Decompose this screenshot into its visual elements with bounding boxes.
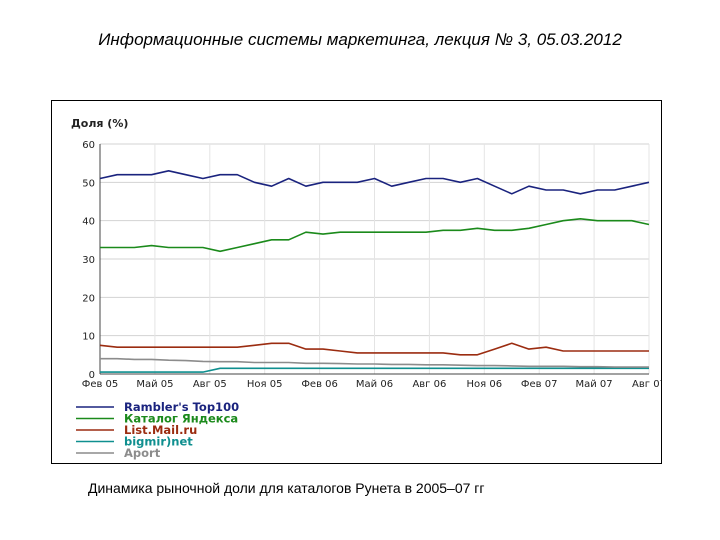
slide-title: Информационные системы маркетинга, лекци…: [98, 30, 622, 49]
x-tick-label: Авг 06: [412, 379, 446, 390]
series-line: [99, 342, 649, 356]
x-tick-labels: Фев 05 Май 05 Авг 05 Ноя 05 Фев 06 Май 06 Авг …: [82, 379, 661, 390]
y-tick-label: 60: [82, 140, 95, 151]
series-line: [99, 170, 650, 195]
chart-caption: Динамика рыночной доли для каталогов Рун…: [88, 480, 485, 496]
x-tick-label: Авг 07: [632, 379, 661, 390]
legend-label: List.Mail.ru: [124, 423, 197, 437]
y-tick-label: 0: [89, 370, 95, 381]
y-tick-labels: 0 10 20 30 40 50 60: [82, 140, 95, 381]
legend-label: Каталог Яндекса: [124, 412, 238, 426]
legend-label: Aport: [124, 446, 161, 460]
y-axis-title: Доля (%): [71, 117, 128, 130]
x-tick-label: Фев 06: [301, 379, 338, 390]
series-lines: [99, 170, 650, 373]
series-line: [100, 357, 649, 368]
legend-label: bigmir)net: [124, 435, 193, 449]
series-line: [100, 218, 650, 253]
x-tick-label: Авг 05: [193, 379, 227, 390]
axes: [99, 144, 649, 375]
y-tick-label: 50: [82, 178, 95, 189]
x-tick-label: Ноя 05: [247, 379, 283, 390]
x-tick-label: Фев 07: [521, 379, 558, 390]
y-tick-label: 40: [82, 217, 95, 228]
y-tick-label: 10: [82, 332, 95, 343]
x-tick-label: Фев 05: [82, 379, 119, 390]
market-share-chart: Доля (%) 0 10 20 30 40 50 60 Фев 05 Май 05 Авг 0…: [71, 117, 661, 460]
y-tick-label: 30: [82, 255, 95, 266]
series-line: [100, 367, 649, 373]
x-tick-label: Май 05: [136, 379, 173, 390]
x-tick-label: Ноя 06: [467, 379, 503, 390]
x-tick-label: Май 07: [576, 379, 613, 390]
chart-frame: Доля (%) 0 10 20 30 40 50 60 Фев 05 Май 05 Авг 0…: [51, 100, 662, 464]
legend-label: Rambler's Top100: [124, 400, 239, 414]
x-tick-label: Май 06: [356, 379, 393, 390]
y-tick-label: 20: [82, 293, 95, 304]
